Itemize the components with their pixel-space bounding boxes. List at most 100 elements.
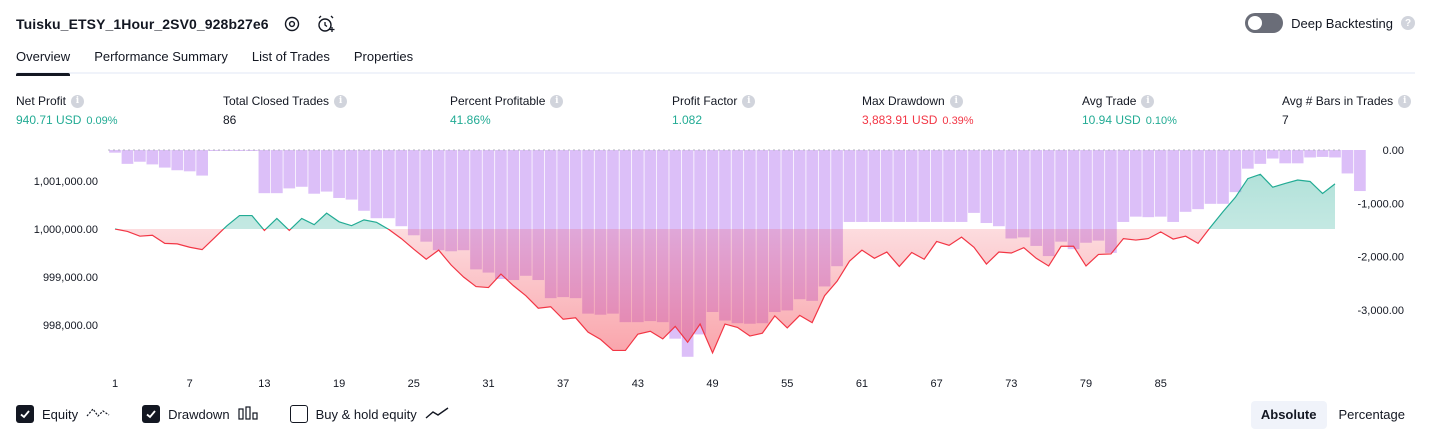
x-axis-label: 49	[706, 378, 718, 390]
stats-row: Net Profit i 940.71 USD 0.09% Total Closed T…	[0, 93, 1431, 133]
drawdown-bar	[1080, 150, 1092, 243]
drawdown-bar	[930, 150, 943, 222]
drawdown-bar	[1316, 150, 1329, 157]
help-icon[interactable]: ?	[1401, 16, 1415, 30]
drawdown-bar	[358, 150, 370, 211]
legend-label: Buy & hold equity	[315, 406, 417, 422]
tab-overview[interactable]: Overview	[16, 46, 71, 76]
drawdown-bar	[1341, 150, 1354, 174]
drawdown-bar	[980, 150, 993, 224]
legend-checkbox[interactable]	[289, 405, 308, 423]
drawdown-bar	[246, 150, 258, 151]
drawdown-bar	[806, 150, 818, 301]
drawdown-bar	[1142, 150, 1155, 218]
legend-drawdown[interactable]: Drawdown	[142, 405, 258, 423]
drawdown-bar	[843, 150, 856, 222]
drawdown-bar	[793, 150, 806, 300]
drawdown-bar	[1055, 150, 1067, 242]
stat-percent: 0.39%	[942, 115, 974, 127]
deep-backtesting-toggle[interactable]	[1245, 13, 1284, 33]
left-axis-label: 998,000.00	[43, 320, 98, 332]
toggle-knob	[1248, 16, 1263, 30]
stat-value-text: 86	[223, 113, 237, 127]
tab-properties[interactable]: Properties	[353, 49, 414, 64]
stat-value: 940.71 USD 0.09%	[16, 113, 118, 127]
info-icon[interactable]: i	[71, 94, 85, 108]
drawdown-bar	[544, 150, 557, 299]
x-axis-label: 1	[112, 378, 118, 390]
stat-value-text: 7	[1282, 113, 1289, 127]
drawdown-bar	[445, 150, 457, 252]
tab-list-of-trades[interactable]: List of Trades	[251, 49, 330, 64]
stat-value: 41.86%	[450, 113, 563, 127]
info-icon[interactable]: i	[1398, 94, 1412, 108]
legend-checkbox[interactable]	[142, 405, 161, 423]
drawdown-bar	[955, 150, 968, 222]
drawdown-bar	[383, 150, 395, 219]
info-icon[interactable]: i	[550, 94, 564, 108]
drawdown-bar	[1279, 150, 1292, 164]
info-icon[interactable]: i	[949, 94, 963, 108]
left-axis-label: 1,001,000.00	[34, 176, 98, 188]
mode-percentage[interactable]: Percentage	[1338, 407, 1406, 422]
stat-label: Avg # Bars in Trades i	[1282, 93, 1412, 109]
stat-value: 86	[223, 113, 347, 127]
drawdown-bar	[569, 150, 582, 299]
drawdown-bar	[333, 150, 345, 198]
x-axis-label: 85	[1155, 378, 1167, 390]
drawdown-bar	[432, 150, 445, 251]
drawdown-bar	[258, 150, 271, 194]
drawdown-bar	[183, 150, 196, 172]
stat-value-text: 3,883.91 USD	[862, 113, 938, 127]
tab-performance-summary[interactable]: Performance Summary	[94, 49, 228, 64]
x-axis-label: 19	[333, 378, 345, 390]
chart-legend: Equity Drawdown Buy & hold equity	[16, 403, 481, 425]
drawdown-bar	[283, 150, 296, 189]
display-mode-switch: Absolute Percentage	[1250, 401, 1415, 429]
x-axis-label: 67	[931, 378, 943, 390]
drawdown-bar	[457, 150, 470, 251]
drawdown-bar	[905, 150, 918, 222]
stat-value-text: 10.94 USD	[1082, 113, 1141, 127]
equity-line-negative	[114, 229, 1210, 355]
x-axis-label: 37	[557, 378, 569, 390]
drawdown-bar	[158, 150, 171, 168]
drawdown-bar	[1129, 150, 1142, 217]
add-alert-icon[interactable]	[315, 13, 337, 35]
drawdown-bar	[1192, 150, 1204, 210]
info-icon[interactable]: i	[742, 94, 756, 108]
stat-avg-bars-in-trades: Avg # Bars in Trades i 7	[1282, 93, 1412, 127]
right-axis-label: 0.00	[1383, 145, 1404, 157]
drawdown-bar	[1154, 150, 1167, 217]
stat-label: Total Closed Trades i	[223, 93, 348, 109]
stat-label-text: Percent Profitable	[450, 94, 546, 108]
x-axis-label: 31	[482, 378, 494, 390]
drawdown-bar	[532, 150, 545, 281]
drawdown-bar	[1266, 150, 1279, 159]
equity-line-icon	[86, 406, 110, 423]
drawdown-bar	[146, 150, 159, 165]
drawdown-bar	[370, 150, 383, 219]
mode-absolute[interactable]: Absolute	[1250, 401, 1327, 429]
settings-icon[interactable]	[281, 13, 303, 35]
info-icon[interactable]: i	[1141, 94, 1155, 108]
equity-area-negative	[115, 229, 1335, 353]
equity-area-positive	[115, 174, 1335, 229]
report-tabs: Overview Performance Summary List of Trade…	[16, 46, 1415, 76]
drawdown-bar	[1242, 150, 1254, 169]
x-axis-label: 43	[632, 378, 644, 390]
drawdown-bar	[1204, 150, 1217, 204]
drawdown-bar	[856, 150, 868, 222]
drawdown-bar	[482, 150, 495, 273]
drawdown-bar	[1329, 150, 1341, 158]
info-icon[interactable]: i	[334, 94, 348, 108]
legend-buy-hold-equity[interactable]: Buy & hold equity	[289, 405, 449, 423]
legend-checkbox[interactable]	[16, 405, 34, 423]
stat-percent: 0.10%	[1145, 115, 1177, 127]
deep-backtesting: Deep Backtesting ?	[1245, 13, 1415, 33]
stat-value: 7	[1282, 113, 1411, 127]
stat-value-text: 41.86%	[450, 113, 491, 127]
legend-equity[interactable]: Equity	[16, 405, 110, 423]
drawdown-bar	[345, 150, 358, 200]
drawdown-bar	[1167, 150, 1180, 222]
